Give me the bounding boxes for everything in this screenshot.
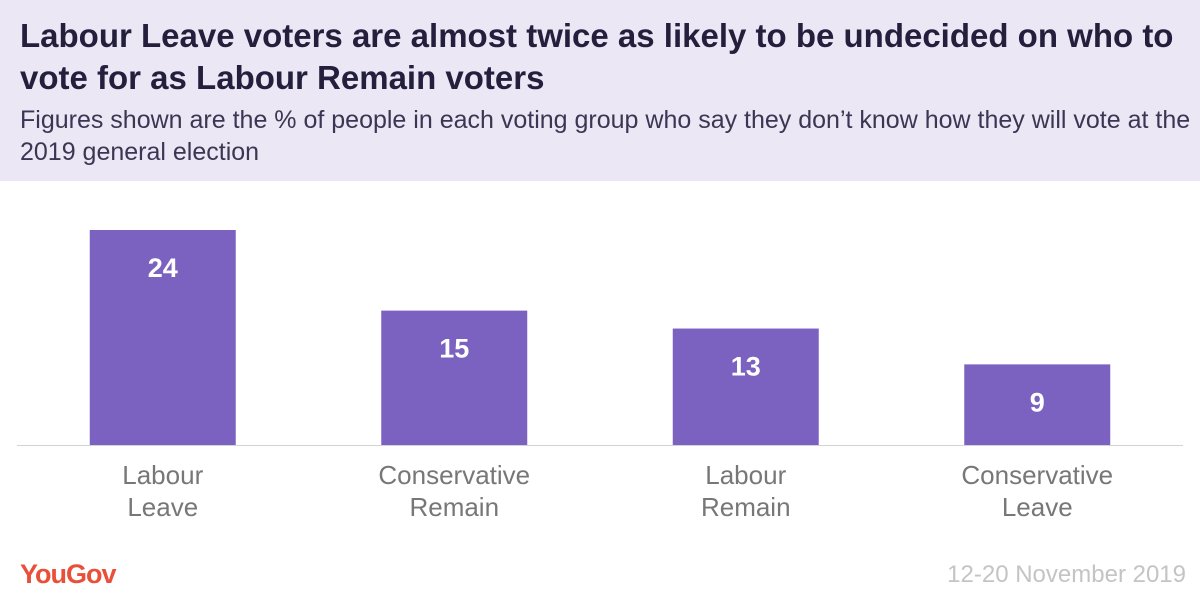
title-band: Labour Leave voters are almost twice as … bbox=[0, 0, 1200, 181]
category-label-line: Labour bbox=[705, 460, 786, 490]
bar-value-label: 24 bbox=[148, 253, 178, 283]
category-label: Conservative Remain bbox=[378, 460, 530, 522]
bar-value-label: 13 bbox=[731, 352, 761, 382]
category-label: Labour Remain bbox=[701, 460, 791, 522]
category-label: Labour Leave bbox=[122, 460, 203, 522]
bar bbox=[672, 328, 819, 445]
category-label: Conservative Leave bbox=[961, 460, 1113, 522]
bar bbox=[89, 230, 236, 445]
bar-value-label: 15 bbox=[439, 334, 469, 364]
category-label-line: Conservative bbox=[378, 460, 530, 490]
chart-title: Labour Leave voters are almost twice as … bbox=[20, 17, 1174, 96]
category-label-line: Conservative bbox=[961, 460, 1113, 490]
category-label-line: Remain bbox=[409, 492, 499, 522]
category-label-line: Remain bbox=[701, 492, 791, 522]
bar bbox=[964, 364, 1111, 445]
bar-value-label: 9 bbox=[1030, 387, 1045, 417]
yougov-logo: YouGov bbox=[20, 559, 117, 589]
bar bbox=[381, 310, 528, 445]
category-label-line: Leave bbox=[1002, 492, 1073, 522]
category-label-line: Leave bbox=[127, 492, 198, 522]
category-label-line: Labour bbox=[122, 460, 203, 490]
chart-subtitle: Figures shown are the % of people in eac… bbox=[20, 106, 1191, 166]
survey-date: 12-20 November 2019 bbox=[947, 561, 1186, 588]
